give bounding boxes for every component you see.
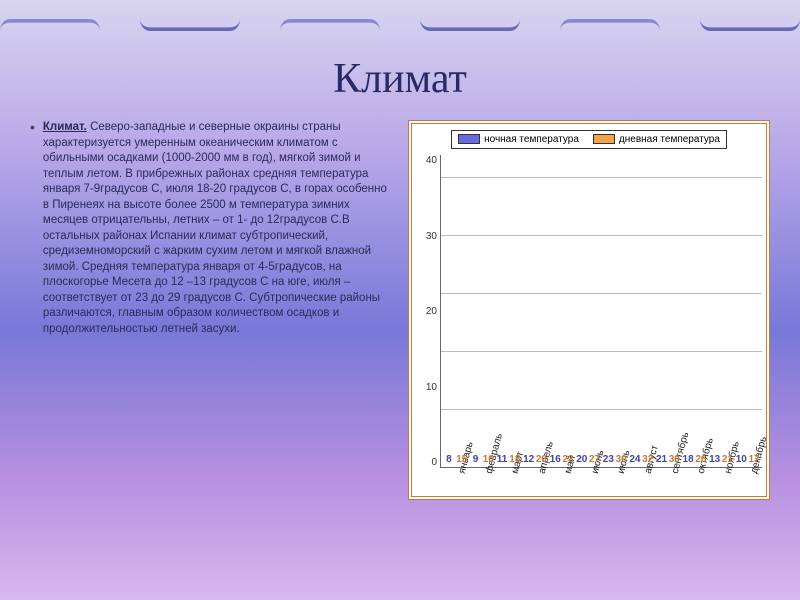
chart-legend: ночная температура дневная температура — [451, 130, 727, 149]
legend-item-night: ночная температура — [458, 134, 579, 145]
bar-value: 18 — [683, 454, 694, 465]
bar-value: 16 — [483, 454, 494, 465]
legend-label-night: ночная температура — [484, 134, 579, 145]
bar-value: 21 — [722, 454, 733, 465]
bar-value: 32 — [642, 454, 653, 465]
bar-value: 24 — [629, 454, 640, 465]
page-title: Климат — [0, 55, 800, 103]
y-tick: 30 — [416, 231, 437, 242]
y-tick: 40 — [416, 155, 437, 166]
bar-value: 17 — [748, 454, 759, 465]
bar-value: 12 — [523, 454, 534, 465]
swatch-night — [458, 134, 480, 144]
description-text: • Климат. Северо-западные и северные окр… — [30, 120, 390, 580]
bullet-icon: • — [30, 120, 35, 337]
bar-value: 16 — [550, 454, 561, 465]
plot-area: 010203040 8январь159февраль1611март1812а… — [416, 155, 762, 494]
bar-value: 9 — [473, 454, 479, 465]
bar-value: 15 — [456, 454, 467, 465]
bar-value: 18 — [509, 454, 520, 465]
bar-value: 30 — [669, 454, 680, 465]
bar-value: 30 — [616, 454, 627, 465]
bar-value: 10 — [736, 454, 747, 465]
y-tick: 0 — [416, 457, 437, 468]
bar-value: 21 — [656, 454, 667, 465]
bar-value: 27 — [589, 454, 600, 465]
content-row: • Климат. Северо-западные и северные окр… — [30, 120, 770, 580]
y-tick: 10 — [416, 382, 437, 393]
legend-label-day: дневная температура — [619, 134, 720, 145]
y-axis: 0 10 20 30 40 — [416, 155, 440, 494]
bar-value: 20 — [536, 454, 547, 465]
paragraph-body: Северо-западные и северные окраины стран… — [43, 121, 387, 335]
bar-value: 20 — [576, 454, 587, 465]
bar-value: 23 — [562, 454, 573, 465]
temperature-chart: ночная температура дневная температура 0… — [408, 120, 770, 500]
decorative-waves — [0, 20, 800, 60]
bar-value: 13 — [709, 454, 720, 465]
plot: 8январь159февраль1611март1812апрель2016м… — [440, 155, 762, 468]
swatch-day — [593, 134, 615, 144]
paragraph-intro: Климат. — [43, 121, 87, 133]
bar-value: 8 — [446, 454, 452, 465]
bar-value: 26 — [695, 454, 706, 465]
bar-value: 11 — [497, 454, 508, 465]
bar-value: 23 — [603, 454, 614, 465]
y-tick: 20 — [416, 306, 437, 317]
legend-item-day: дневная температура — [593, 134, 720, 145]
